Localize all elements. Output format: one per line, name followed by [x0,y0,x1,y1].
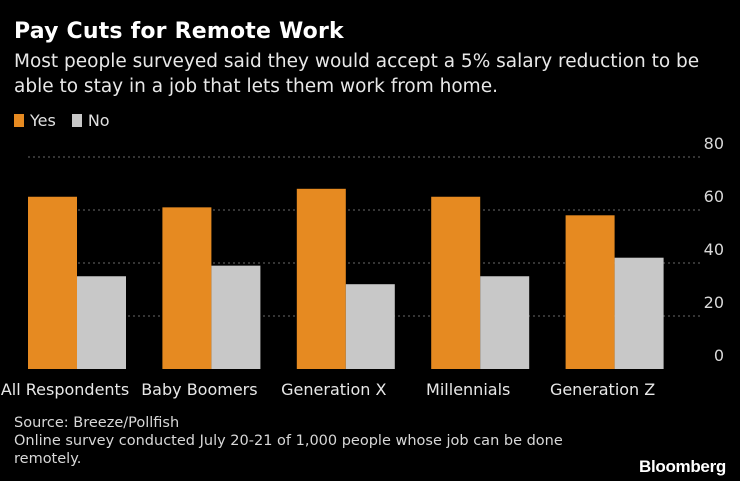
bar-yes [28,196,77,369]
bar-no [211,265,261,369]
bar-yes [565,215,615,369]
bar-no [480,276,530,369]
legend-label-no: No [87,111,110,130]
bar-no [614,257,664,369]
x-category-label: Millennials [426,380,510,399]
x-category-label: Generation Z [550,380,655,399]
x-category-label: All Respondents [1,380,129,399]
legend: Yes No [14,111,126,130]
bloomberg-logo: Bloomberg [638,457,726,476]
y-tick-label: 40 [704,240,724,259]
y-tick-label: 0 [714,346,724,365]
legend-label-yes: Yes [30,111,56,130]
chart-subtitle: Most people surveyed said they would acc… [14,51,700,97]
source-note: Source: Breeze/Pollfish Online survey co… [14,414,574,468]
chart-title: Pay Cuts for Remote Work [14,19,344,44]
legend-item-yes: Yes [14,111,56,130]
source-text: Source: Breeze/Pollfish [14,415,180,431]
x-category-label: Generation X [281,380,386,399]
y-tick-label: 80 [704,134,724,153]
survey-note: Online survey conducted July 20-21 of 1,… [14,433,563,467]
bar-no [345,284,395,369]
legend-swatch-yes [14,114,24,127]
bar-yes [162,207,212,369]
x-category-label: Baby Boomers [141,380,257,399]
y-tick-label: 60 [704,187,724,206]
legend-swatch-no [71,114,82,127]
bar-chart: 0 20 40 60 80 All Respondents Baby Boomers Gene… [1,134,724,399]
bar-yes [431,196,481,369]
legend-item-no: No [71,111,110,130]
y-tick-label: 20 [704,293,724,312]
bar-no [77,276,126,369]
bar-yes [296,188,346,369]
